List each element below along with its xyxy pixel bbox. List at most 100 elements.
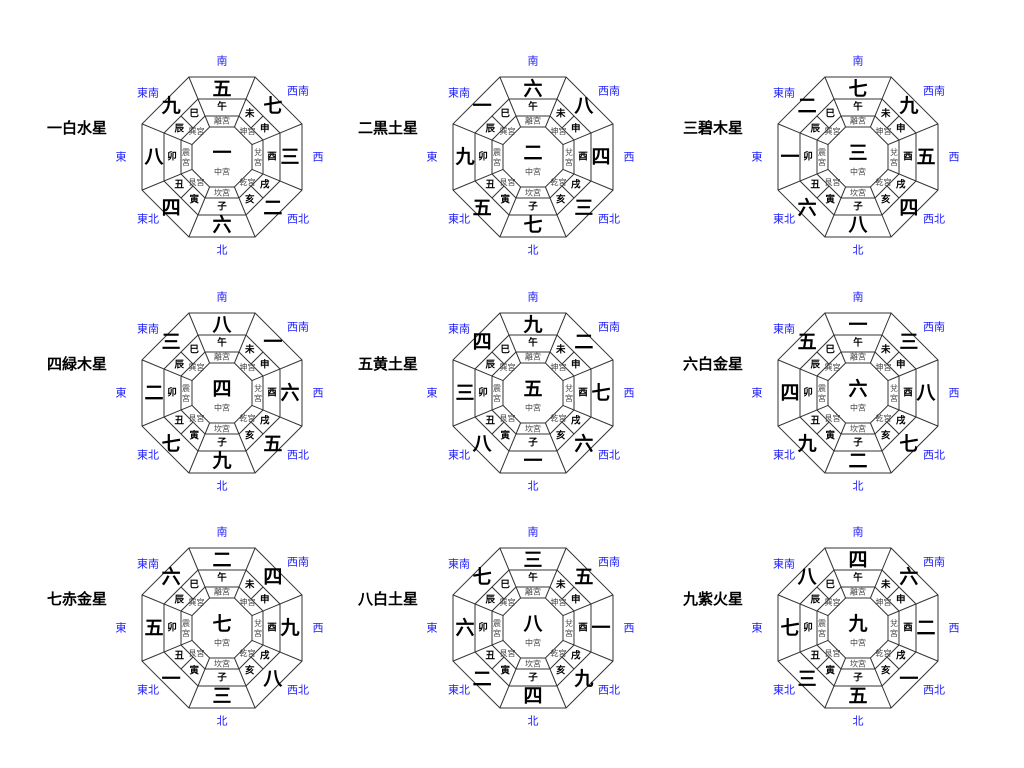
- branch-ne: 丑: [810, 650, 820, 661]
- direction-e: 東: [427, 387, 438, 400]
- sector-divider: [824, 312, 847, 364]
- star-w: 六: [280, 381, 299, 404]
- branch-n: 子: [853, 673, 863, 684]
- star-n: 四: [523, 685, 542, 707]
- direction-sw: 西南: [287, 556, 309, 569]
- star-w: 八: [916, 382, 936, 404]
- branch-nw: 戌: [571, 649, 581, 661]
- star-e: 五: [144, 617, 163, 639]
- direction-w: 西: [624, 387, 635, 400]
- sector-divider: [188, 186, 211, 238]
- sector-divider: [452, 639, 504, 662]
- palace-char: 震: [818, 384, 826, 393]
- branch-divider: [886, 656, 900, 670]
- direction-nw: 西北: [287, 684, 309, 697]
- palace-se: 巽宮: [500, 362, 516, 372]
- branch-e: 卯: [478, 622, 488, 634]
- sector-divider: [777, 639, 829, 662]
- branch-w: 酉: [267, 152, 277, 163]
- direction-n: 北: [217, 244, 228, 257]
- sector-divider: [544, 186, 567, 238]
- sector-divider: [251, 359, 303, 382]
- palace-char: 宮: [890, 393, 898, 403]
- palace-char: 宮: [182, 628, 190, 638]
- branch-divider: [491, 185, 505, 199]
- branch-ne: 丑: [485, 179, 495, 190]
- palace-char: 震: [182, 384, 190, 393]
- sector-divider: [544, 312, 567, 364]
- sector-divider: [777, 404, 829, 427]
- palace-char: 震: [818, 148, 826, 157]
- branch-n: 子: [853, 438, 863, 449]
- star-center: 八: [523, 613, 543, 635]
- palace-char: 宮: [565, 628, 573, 638]
- direction-ne: 東北: [773, 684, 795, 697]
- sector-divider: [499, 657, 522, 709]
- branch-divider: [886, 351, 900, 365]
- palace-e: 震宮: [818, 148, 826, 167]
- star-sw: 九: [898, 95, 918, 117]
- branch-ne: 寅: [189, 193, 199, 205]
- star-s: 八: [212, 314, 232, 336]
- star-w: 一: [591, 617, 610, 639]
- chart-title: 五黄土星: [358, 355, 418, 373]
- branch-divider: [561, 351, 575, 365]
- direction-se: 東南: [773, 323, 795, 336]
- star-w: 五: [916, 146, 935, 168]
- direction-s: 南: [217, 291, 228, 304]
- star-nw: 三: [574, 197, 593, 219]
- sector-divider: [869, 76, 892, 128]
- sector-divider: [452, 123, 504, 146]
- star-sw: 七: [263, 95, 282, 117]
- sector-divider: [141, 404, 193, 427]
- sector-divider: [562, 123, 614, 146]
- star-e: 一: [780, 146, 799, 168]
- branch-ne: 丑: [810, 179, 820, 190]
- star-nw: 五: [263, 433, 282, 455]
- palace-sw: 坤宮: [239, 362, 255, 372]
- branch-se: 辰: [174, 595, 184, 606]
- chart-title: 三碧木星: [683, 119, 743, 137]
- branch-divider: [180, 115, 194, 129]
- branch-divider: [250, 656, 264, 670]
- palace-e: 震宮: [493, 384, 501, 403]
- palace-nw: 乾宮: [239, 177, 255, 187]
- branch-sw: 申: [260, 359, 270, 371]
- branch-nw: 亥: [881, 664, 891, 676]
- direction-w: 西: [949, 387, 960, 400]
- branch-nw: 戌: [896, 414, 906, 426]
- direction-n: 北: [217, 715, 228, 728]
- branch-se: 巳: [500, 109, 510, 120]
- branch-divider: [816, 421, 830, 435]
- palace-char: 宮: [493, 393, 501, 403]
- palace-nw: 乾宮: [875, 648, 891, 658]
- palace-s: 離宮: [850, 116, 866, 126]
- branch-divider: [180, 421, 194, 435]
- branch-sw: 未: [555, 344, 566, 356]
- direction-ne: 東北: [773, 449, 795, 462]
- palace-n: 坎宮: [214, 424, 230, 434]
- direction-n: 北: [528, 244, 539, 257]
- direction-n: 北: [217, 480, 228, 493]
- palace-char: 兌: [254, 147, 262, 157]
- chart-title: 二黒土星: [358, 119, 418, 137]
- branch-se: 巳: [189, 580, 199, 591]
- branch-nw: 戌: [571, 178, 581, 190]
- direction-s: 南: [853, 55, 864, 68]
- branch-divider: [561, 115, 575, 129]
- direction-e: 東: [427, 622, 438, 635]
- direction-sw: 西南: [598, 85, 620, 98]
- palace-w: 兌宮: [254, 383, 262, 403]
- direction-w: 西: [313, 151, 324, 164]
- sector-divider: [233, 657, 256, 709]
- star-se: 九: [161, 95, 181, 117]
- sector-divider: [141, 594, 193, 617]
- star-sw: 二: [574, 331, 593, 353]
- palace-nw: 乾宮: [550, 413, 566, 423]
- branch-n: 子: [217, 673, 227, 684]
- palace-s: 離宮: [525, 587, 541, 597]
- sector-divider: [233, 76, 256, 128]
- branch-ne: 丑: [810, 415, 820, 426]
